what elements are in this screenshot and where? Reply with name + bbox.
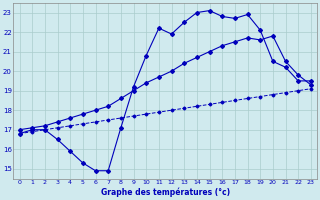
X-axis label: Graphe des températures (°c): Graphe des températures (°c) — [100, 188, 230, 197]
